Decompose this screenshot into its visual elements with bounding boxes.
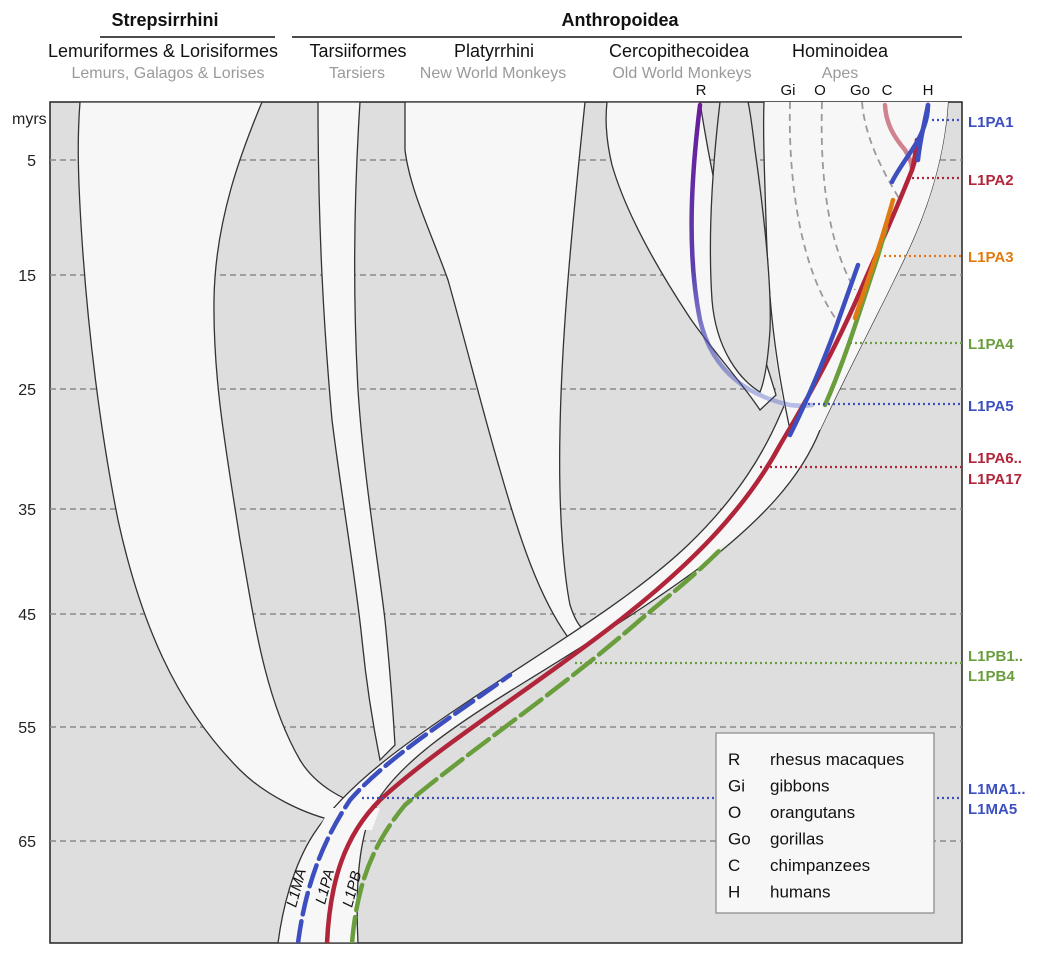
curve-l1pa1-tip bbox=[915, 102, 931, 163]
gibbon-track bbox=[788, 102, 839, 323]
curve-l1ma-fade bbox=[507, 655, 538, 678]
tree-ape-crown-outline bbox=[762, 102, 791, 431]
orangutan-track bbox=[820, 102, 856, 291]
family-label-l1pb: L1PB1.. bbox=[968, 648, 1023, 665]
legend-name-c: chimpanzees bbox=[770, 856, 870, 875]
legend-name-gi: gibbons bbox=[770, 777, 830, 796]
legend-code-go: Go bbox=[728, 830, 751, 849]
curve-l1pa5 bbox=[787, 262, 861, 438]
legend-box bbox=[715, 732, 935, 914]
curve-l1pa3 bbox=[852, 197, 896, 321]
legend-code-h: H bbox=[728, 883, 740, 902]
legend-code-r: R bbox=[728, 750, 740, 769]
gorilla-track bbox=[861, 102, 901, 201]
legend-code-gi: Gi bbox=[728, 777, 745, 796]
tick-label-5: 5 bbox=[27, 153, 36, 170]
tick-label-35: 35 bbox=[18, 502, 36, 519]
family-label-l1pa1: L1PA1 bbox=[968, 114, 1014, 131]
clade-hominoidea-common: Apes bbox=[822, 65, 858, 82]
family-label-l1ma-end: L1MA5 bbox=[968, 801, 1017, 818]
tick-label-45: 45 bbox=[18, 607, 36, 624]
family-label-l1ma: L1MA1.. bbox=[968, 781, 1026, 798]
clade-platyrrhini: Platyrrhini bbox=[454, 41, 534, 61]
tree-owm-internal-curve bbox=[709, 102, 771, 393]
ape-lineage-dashes bbox=[788, 102, 901, 323]
clade-cercopithecoidea-common: Old World Monkeys bbox=[612, 65, 751, 82]
clade-cercopithecoidea: Cercopithecoidea bbox=[609, 41, 750, 61]
legend-name-o: orangutans bbox=[770, 803, 855, 822]
legend-code-o: O bbox=[728, 803, 741, 822]
species-code-h: H bbox=[923, 82, 934, 99]
species-code-c: C bbox=[882, 82, 893, 99]
group-strepsirrhini: Strepsirrhini bbox=[111, 10, 218, 30]
tick-label-55: 55 bbox=[18, 720, 36, 737]
clade-tarsiiformes-common: Tarsiers bbox=[329, 65, 385, 82]
family-label-l1pb-end: L1PB4 bbox=[968, 668, 1015, 685]
family-label-l1pa6: L1PA6.. bbox=[968, 450, 1022, 467]
legend-code-c: C bbox=[728, 856, 740, 875]
tick-label-15: 15 bbox=[18, 268, 36, 285]
l1-family-curves bbox=[295, 102, 931, 943]
clade-hominoidea: Hominoidea bbox=[792, 41, 889, 61]
family-label-l1pa2: L1PA2 bbox=[968, 172, 1014, 189]
axis-unit: myrs bbox=[12, 111, 47, 128]
clade-lemuriformes: Lemuriformes & Lorisiformes bbox=[48, 41, 278, 61]
tree-tarsier-branch bbox=[317, 102, 396, 762]
tick-label-65: 65 bbox=[18, 834, 36, 851]
group-anthropoidea: Anthropoidea bbox=[562, 10, 680, 30]
curve-l1pa-trunk bbox=[324, 137, 920, 943]
clade-platyrrhini-common: New World Monkeys bbox=[420, 65, 566, 82]
species-code-go: Go bbox=[850, 82, 870, 99]
legend-name-go: gorillas bbox=[770, 830, 824, 849]
legend-name-r: rhesus macaques bbox=[770, 750, 904, 769]
species-code-o: O bbox=[814, 82, 826, 99]
family-label-l1pa6-end: L1PA17 bbox=[968, 471, 1022, 488]
family-label-l1pa5: L1PA5 bbox=[968, 398, 1014, 415]
tree-ape-trunk bbox=[277, 102, 949, 943]
curve-rhesus bbox=[689, 102, 815, 408]
legend-name-h: humans bbox=[770, 883, 830, 902]
family-label-l1pa3: L1PA3 bbox=[968, 249, 1014, 266]
primate-tree bbox=[77, 102, 949, 943]
curve-l1pb-fade bbox=[717, 527, 743, 553]
species-code-gi: Gi bbox=[781, 82, 796, 99]
curve-l1pb bbox=[349, 547, 723, 943]
tick-label-25: 25 bbox=[18, 382, 36, 399]
curve-l1ma bbox=[295, 672, 513, 943]
family-label-l1pa4: L1PA4 bbox=[968, 336, 1014, 353]
species-code-r: R bbox=[696, 82, 707, 99]
header: Strepsirrhini Anthropoidea Lemuriformes … bbox=[48, 10, 962, 99]
clade-tarsiiformes: Tarsiiformes bbox=[309, 41, 406, 61]
l1-family-labels: L1PA1 L1PA2 L1PA3 L1PA4 L1PA5 L1PA6.. L1PA17 L1… bbox=[968, 114, 1026, 818]
axis-tick-labels: 5 15 25 35 45 55 65 bbox=[18, 153, 36, 851]
clade-lemuriformes-common: Lemurs, Galagos & Lorises bbox=[72, 65, 265, 82]
